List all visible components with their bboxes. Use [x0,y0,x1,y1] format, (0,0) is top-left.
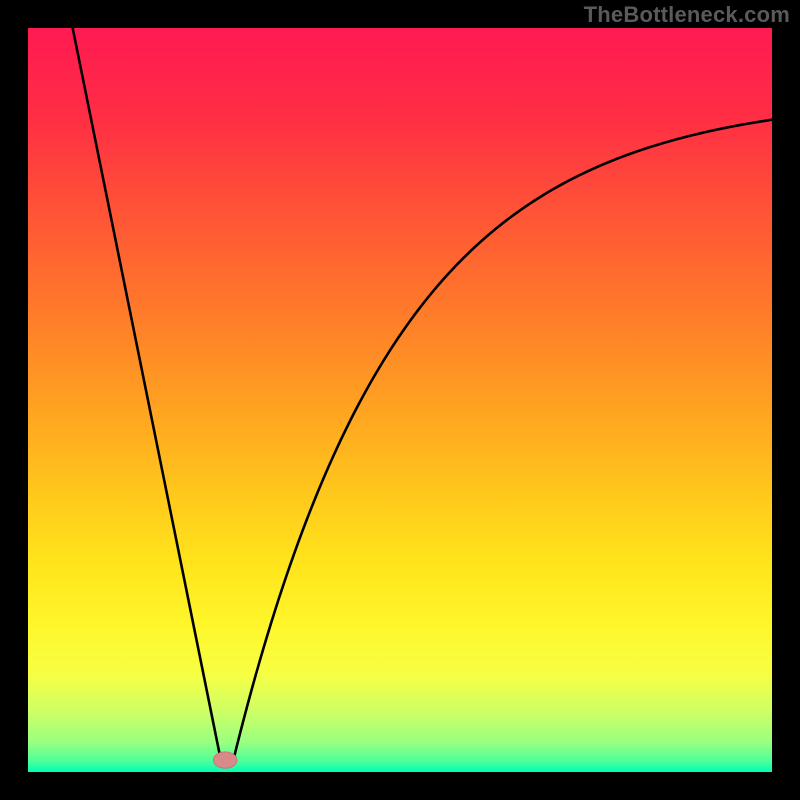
watermark-text: TheBottleneck.com [584,2,790,28]
chart-frame: TheBottleneck.com [0,0,800,800]
optimal-point-marker [213,752,237,768]
chart-svg [0,0,800,800]
plot-background [28,28,772,772]
